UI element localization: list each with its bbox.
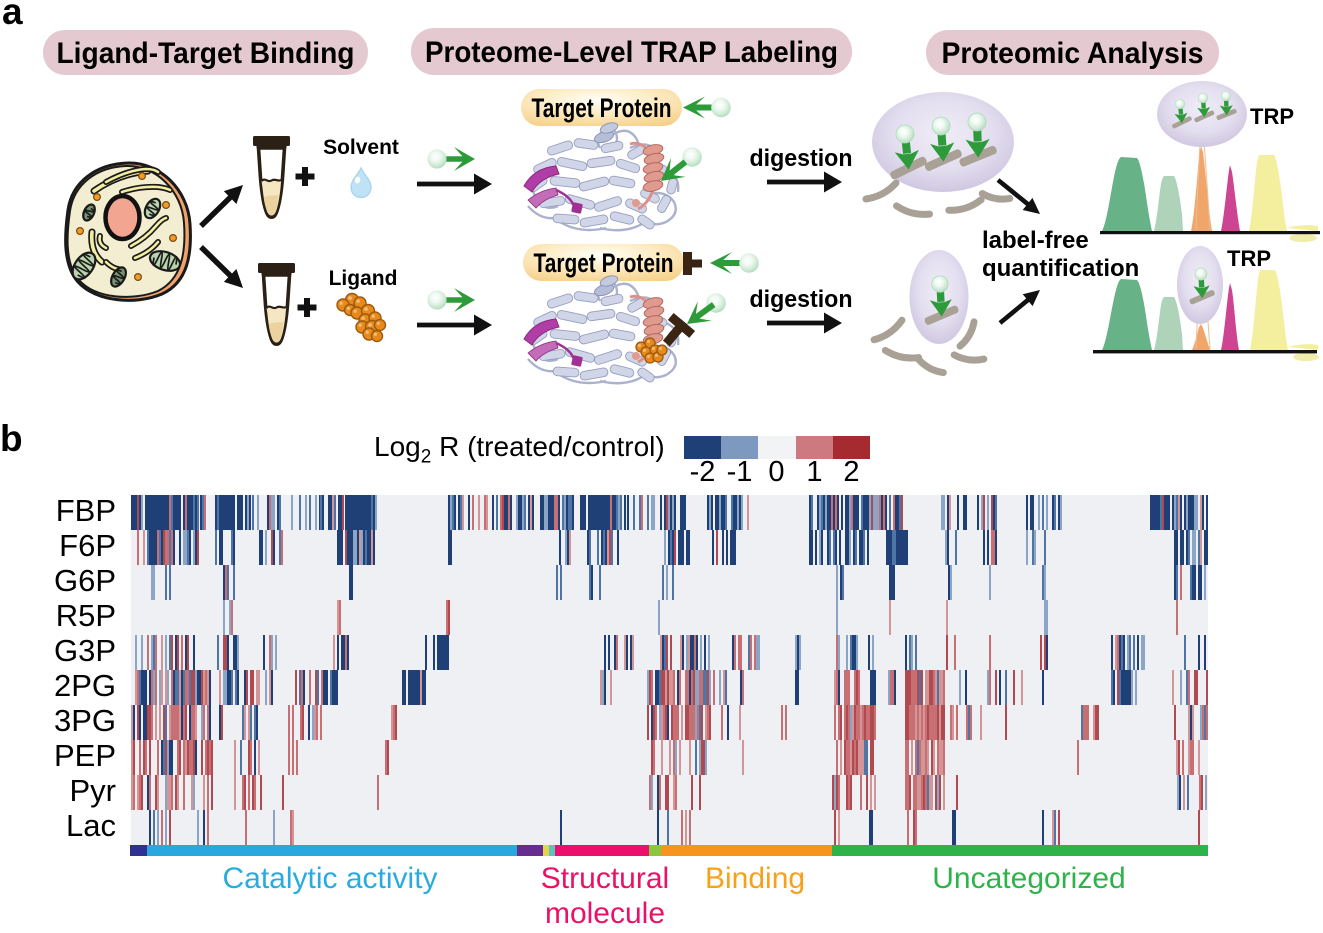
svg-text:label-free: label-free: [982, 227, 1089, 254]
svg-text:digestion: digestion: [750, 145, 853, 172]
svg-text:Proteome-Level TRAP Labeling: Proteome-Level TRAP Labeling: [425, 36, 838, 69]
svg-text:Ligand: Ligand: [329, 267, 398, 290]
svg-text:Target Protein: Target Protein: [534, 248, 674, 278]
svg-text:Ligand-Target Binding: Ligand-Target Binding: [57, 37, 355, 70]
svg-text:Solvent: Solvent: [323, 136, 399, 159]
svg-text:Target Protein: Target Protein: [532, 93, 672, 123]
svg-text:Proteomic Analysis: Proteomic Analysis: [942, 37, 1204, 70]
svg-text:digestion: digestion: [750, 286, 853, 313]
svg-text:TRP: TRP: [1250, 104, 1294, 129]
svg-text:quantification: quantification: [982, 255, 1139, 282]
svg-text:TRP: TRP: [1227, 246, 1271, 271]
